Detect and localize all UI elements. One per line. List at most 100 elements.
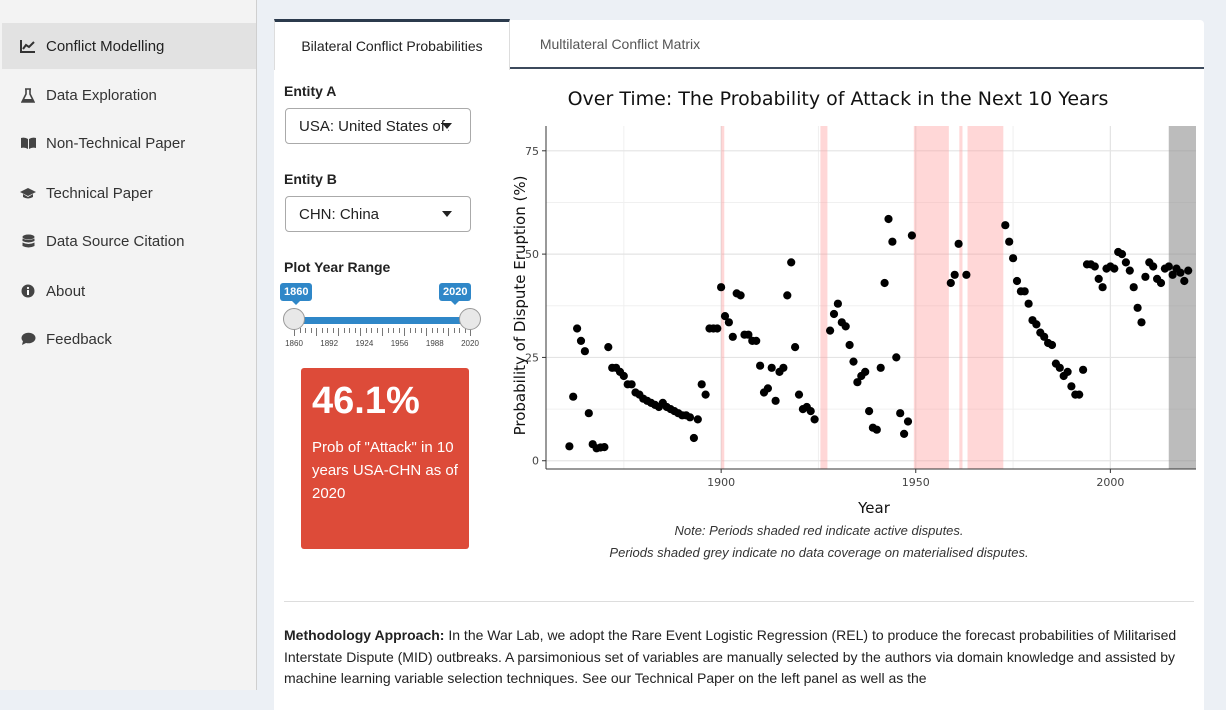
data-point [896, 409, 905, 418]
sidebar-item-data-exploration[interactable]: Data Exploration [2, 72, 256, 118]
sidebar-item-label: Technical Paper [46, 184, 153, 202]
slider-tick-label: 1956 [390, 339, 409, 348]
slider-tick [415, 328, 416, 333]
slider-tick [448, 328, 449, 336]
probability-value: 46.1% [312, 380, 420, 422]
data-point [903, 417, 913, 426]
data-point [791, 343, 800, 352]
data-point [720, 312, 730, 321]
data-point [767, 363, 776, 372]
slider-tick [431, 328, 433, 333]
probability-box: 46.1% Prob of "Attack" in 10 years USA-C… [301, 368, 469, 549]
entity-a-select[interactable]: USA: United States of America [285, 108, 471, 144]
methodology-body: In the War Lab, we adopt the Rare Event … [284, 627, 1177, 686]
slider-tick [382, 328, 383, 336]
slider-from-handle[interactable] [283, 308, 305, 330]
data-point [1079, 365, 1088, 374]
data-point [787, 258, 796, 267]
slider-tick-label: 1988 [425, 339, 444, 348]
slider-tick [310, 328, 312, 333]
sidebar-item-about[interactable]: About [2, 268, 256, 314]
data-point [1047, 340, 1057, 350]
section-divider [284, 601, 1194, 602]
comment-icon [18, 332, 38, 346]
data-point [845, 340, 854, 350]
data-point [717, 283, 726, 292]
y-tick-label: 75 [525, 145, 539, 158]
data-point [736, 291, 745, 300]
grey-period-band [1168, 126, 1196, 469]
data-point [584, 409, 593, 418]
slider-tick [420, 328, 422, 333]
data-point [565, 442, 574, 451]
slider-tick [426, 328, 427, 336]
data-point [810, 415, 819, 424]
slider-tick [398, 328, 400, 333]
slider-tick [332, 328, 334, 333]
data-point [849, 357, 858, 366]
entity-b-select[interactable]: CHN: China [285, 196, 471, 232]
slider-tick [365, 328, 367, 333]
tab-box: Bilateral Conflict Probabilities Multila… [274, 19, 1204, 710]
sidebar-item-label: About [46, 282, 86, 300]
plot-panel [546, 126, 1196, 469]
slider-tick-label: 1924 [355, 339, 374, 348]
red-period-band [820, 126, 828, 469]
data-point [1090, 262, 1099, 271]
y-tick-label: 25 [525, 351, 539, 364]
book-icon [18, 137, 38, 150]
data-point [884, 214, 893, 224]
entity-b-label: Entity B [284, 171, 337, 187]
data-point [1040, 332, 1049, 341]
slider-to-badge: 2020 [439, 283, 472, 305]
data-point [946, 278, 955, 288]
slider-tick-label: 1892 [320, 339, 339, 348]
x-axis-label: Year [857, 499, 891, 517]
data-point [693, 415, 702, 424]
y-tick-label: 50 [525, 248, 539, 261]
probability-chart: Over Time: The Probability of Attack in … [499, 78, 1204, 578]
data-point [1156, 278, 1166, 288]
red-period-band [721, 126, 725, 469]
year-range-slider[interactable]: 1860 2020 1860 1892 1924 1956 1988 2020 [278, 283, 481, 348]
data-point [1098, 283, 1107, 292]
slider-tick [299, 328, 301, 333]
sidebar-item-label: Data Source Citation [46, 232, 185, 250]
data-point [892, 353, 901, 362]
data-point [853, 378, 862, 387]
data-point [1110, 264, 1119, 273]
slider-tick [338, 328, 339, 336]
data-point [907, 231, 916, 240]
data-point [771, 396, 780, 405]
data-point [1009, 254, 1018, 263]
data-point [1117, 250, 1127, 259]
slider-tick [470, 328, 471, 336]
tab-multilateral-conflict-matrix[interactable]: Multilateral Conflict Matrix [539, 35, 701, 52]
tab-bilateral-conflict-probabilities[interactable]: Bilateral Conflict Probabilities [274, 19, 510, 70]
data-point [752, 336, 761, 345]
sidebar-item-technical-paper[interactable]: Technical Paper [2, 170, 256, 216]
main-content: Bilateral Conflict Probabilities Multila… [259, 0, 1226, 710]
slider-track[interactable] [294, 317, 470, 324]
sidebar-item-feedback[interactable]: Feedback [2, 316, 256, 362]
sidebar-item-data-source-citation[interactable]: Data Source Citation [2, 218, 256, 264]
tab-bar: Bilateral Conflict Probabilities Multila… [274, 19, 1204, 70]
data-point [573, 324, 582, 333]
data-point [829, 309, 839, 319]
methodology-text: Methodology Approach: In the War Lab, we… [284, 625, 1194, 690]
data-point [724, 318, 733, 327]
data-point [580, 347, 589, 356]
data-point [756, 361, 765, 370]
x-tick-label: 1900 [707, 476, 735, 489]
sidebar-item-conflict-modelling[interactable]: Conflict Modelling [2, 23, 256, 69]
data-point [685, 413, 695, 422]
data-point [619, 371, 628, 381]
methodology-heading: Methodology Approach: [284, 627, 445, 643]
data-point [697, 380, 706, 389]
data-point [1121, 258, 1130, 267]
sidebar-item-non-technical-paper[interactable]: Non-Technical Paper [2, 120, 256, 166]
slider-tick-label: 2020 [461, 339, 479, 348]
data-point [1063, 367, 1072, 376]
slider-to-handle[interactable] [459, 308, 481, 330]
sidebar: Conflict Modelling Data Exploration Non-… [0, 0, 257, 690]
